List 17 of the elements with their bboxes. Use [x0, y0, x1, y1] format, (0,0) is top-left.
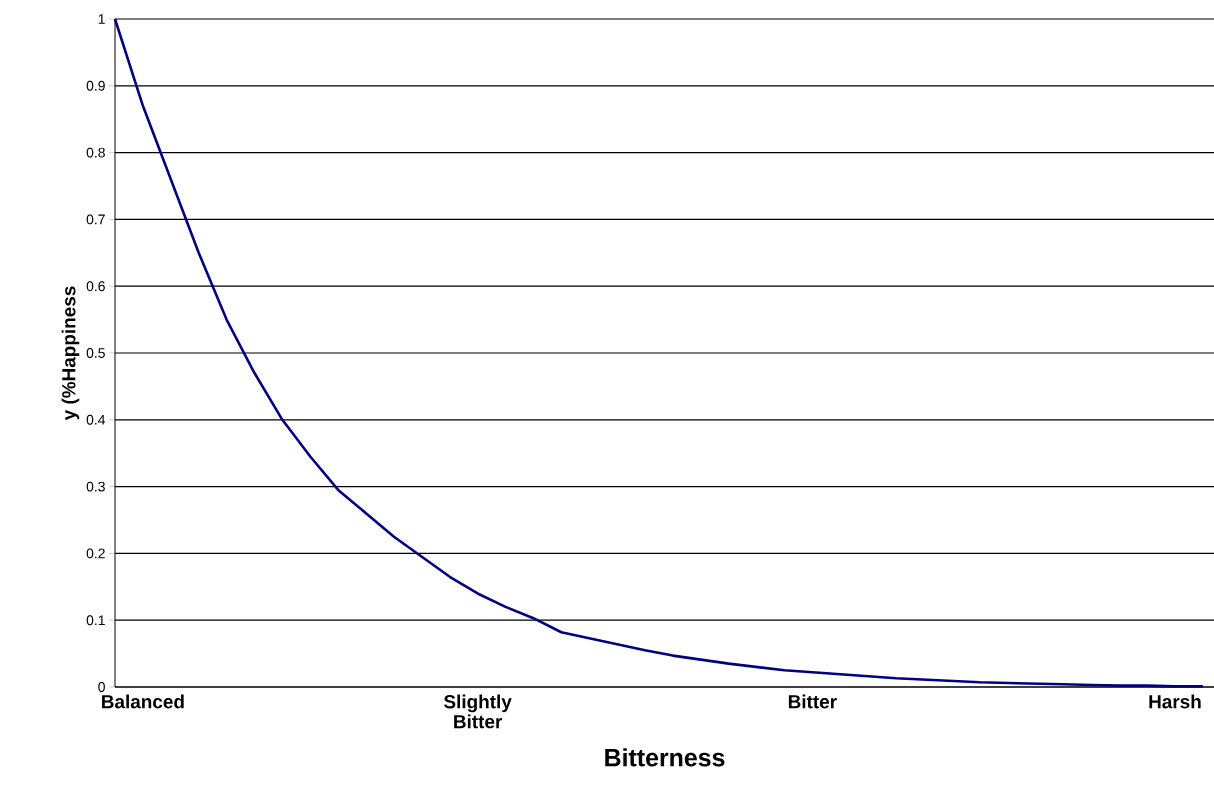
y-tick-label: 0.3: [86, 481, 105, 492]
y-tick-label: 0.4: [86, 414, 106, 425]
y-tick-label: 0: [98, 682, 105, 692]
y-tick-label: 0.2: [86, 548, 105, 559]
y-tick-label: 1: [98, 14, 105, 24]
x-tick-label: Slightly Bitter: [443, 694, 512, 729]
x-tick-label: Bitter: [788, 694, 837, 709]
y-tick-label: 0.5: [86, 348, 105, 358]
y-tick-label: 0.8: [86, 147, 105, 158]
x-axis-title: Bitterness: [605, 748, 725, 767]
y-tick-label: 0.6: [86, 281, 105, 292]
y-tick-label: 0.1: [86, 615, 105, 626]
y-axis-title: y (%Happiness: [61, 286, 80, 421]
y-tick-label: 0.7: [86, 214, 105, 225]
x-tick-label: Balanced: [102, 694, 184, 709]
x-tick-label: Harsh: [1149, 694, 1201, 709]
y-tick-label: 0.9: [86, 80, 105, 91]
